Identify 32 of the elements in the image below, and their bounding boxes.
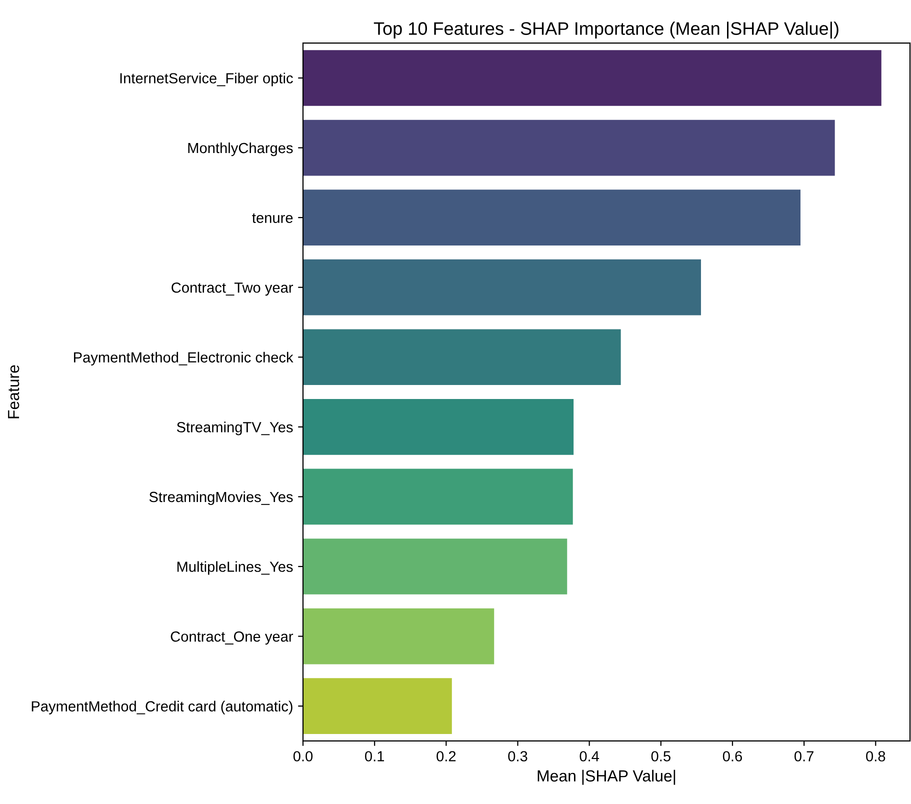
bar <box>303 50 882 106</box>
x-tick-label: 0.0 <box>293 751 313 762</box>
y-tick-label: StreamingMovies_Yes <box>149 491 293 506</box>
bar <box>303 399 574 455</box>
bar <box>303 608 494 664</box>
y-tick-label: InternetService_Fiber optic <box>120 72 293 86</box>
y-tick-label: StreamingTV_Yes <box>176 422 293 436</box>
x-tick-label: 0.5 <box>651 751 670 762</box>
x-tick-label: 0.4 <box>580 751 600 762</box>
x-axis-title: Mean |SHAP Value| <box>538 770 676 785</box>
bar <box>303 329 621 386</box>
y-tick-label: MultipleLines_Yes <box>177 561 293 575</box>
x-tick-label: 0.3 <box>508 751 528 762</box>
x-tick-label: 0.6 <box>722 751 742 762</box>
bar <box>303 678 452 734</box>
bar <box>303 538 568 594</box>
bar <box>303 190 800 246</box>
y-tick-label: tenure <box>252 213 293 223</box>
y-tick-label: Contract_One year <box>170 631 294 645</box>
x-tick-label: 0.2 <box>436 751 456 762</box>
chart-title: Top 10 Features - SHAP Importance (Mean |SHAP Value|) <box>374 22 838 39</box>
y-tick-label: MonthlyCharges <box>188 142 293 156</box>
bar <box>303 468 573 525</box>
y-tick-label: PaymentMethod_Electronic check <box>74 352 294 366</box>
y-tick-label: PaymentMethod_Credit card (automatic) <box>32 700 292 714</box>
x-tick-label: 0.7 <box>794 751 814 762</box>
x-tick-label: 0.1 <box>365 751 384 762</box>
y-tick-label: Contract_Two year <box>172 282 294 296</box>
bar <box>303 259 701 316</box>
bar <box>303 120 835 176</box>
y-axis-title: Feature <box>8 365 20 418</box>
x-tick-label: 0.8 <box>866 751 886 762</box>
